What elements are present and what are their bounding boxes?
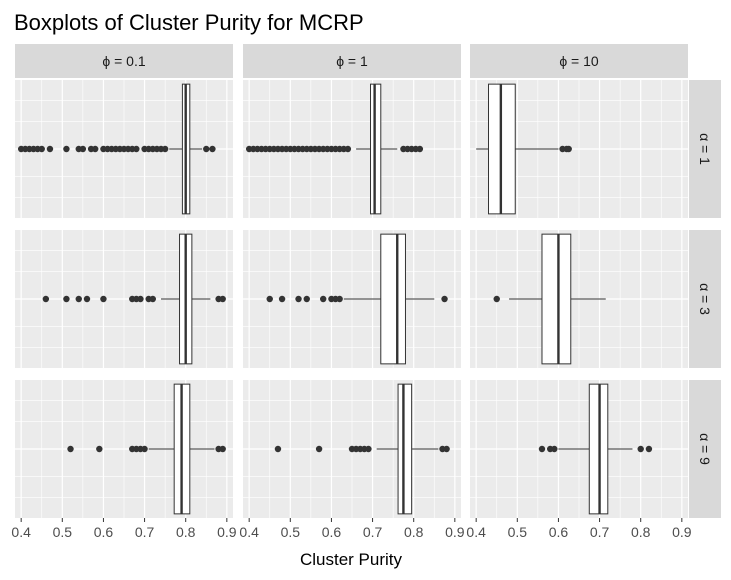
outlier-point — [137, 295, 144, 303]
column-strip-label: ϕ = 10 — [559, 53, 599, 69]
column-strip-bg — [243, 44, 461, 78]
x-tick-label: 0.6 — [549, 524, 569, 540]
column-strip-label: ϕ = 0.1 — [102, 53, 145, 69]
outlier-point — [416, 145, 424, 153]
outlier-point — [344, 145, 352, 153]
row-strip-bg — [689, 230, 721, 368]
row-strip-bg — [689, 380, 721, 518]
outlier-point — [42, 295, 50, 303]
x-tick-label: 0.9 — [445, 524, 465, 540]
box — [541, 233, 572, 365]
outlier-point — [133, 145, 140, 153]
outlier-point — [336, 295, 343, 303]
x-tick-label: 0.7 — [590, 524, 610, 540]
outlier-point — [266, 295, 273, 303]
outlier-point — [365, 445, 372, 453]
outlier-point — [637, 445, 644, 453]
outlier-point — [46, 145, 54, 153]
outlier-point — [96, 445, 103, 453]
outlier-point — [565, 145, 572, 153]
boxplot — [42, 233, 226, 365]
outlier-point — [295, 295, 302, 303]
outlier-point — [303, 295, 310, 303]
outlier-point — [219, 445, 226, 453]
outlier-point — [274, 445, 282, 453]
column-strips: ϕ = 0.1 ϕ = 1 ϕ = 10 — [15, 44, 688, 78]
x-tick-label: 0.9 — [672, 524, 692, 540]
outlier-point — [92, 145, 99, 153]
x-tick-label: 0.5 — [281, 524, 301, 540]
boxplot — [476, 83, 572, 215]
boxplot — [538, 383, 653, 515]
outlier-point — [203, 145, 210, 153]
boxplot — [67, 383, 226, 515]
row-strips: α = 1 α = 3 α = 9 — [689, 80, 721, 518]
boxplot — [17, 83, 216, 215]
outlier-point — [441, 295, 448, 303]
x-tick-label: 0.6 — [322, 524, 342, 540]
row-strip-label: α = 3 — [697, 283, 713, 315]
boxplot — [245, 83, 424, 215]
x-tick-label: 0.4 — [11, 524, 31, 540]
outlier-point — [443, 445, 450, 453]
column-strip-bg — [470, 44, 688, 78]
x-axis-label: Cluster Purity — [300, 550, 403, 569]
box — [397, 383, 413, 515]
boxplot — [493, 233, 606, 365]
x-axes: 0.4 0.5 0.6 0.7 0.8 0.9 0.4 0.5 0.6 0.7 0.8 0.9 0.4 0… — [11, 518, 692, 540]
x-tick-label: 0.5 — [53, 524, 73, 540]
x-tick-label: 0.7 — [363, 524, 383, 540]
outlier-point — [219, 295, 226, 303]
outlier-point — [141, 445, 148, 453]
outlier-point — [278, 295, 286, 303]
row-strip-label: α = 9 — [697, 433, 713, 465]
x-tick-label: 0.8 — [404, 524, 424, 540]
outlier-point — [209, 145, 216, 153]
outlier-point — [493, 295, 500, 303]
box — [380, 233, 406, 365]
outlier-point — [100, 295, 107, 303]
outlier-point — [67, 445, 74, 453]
outlier-point — [79, 145, 87, 153]
facet-panels — [15, 80, 688, 518]
x-tick-label: 0.8 — [631, 524, 651, 540]
boxplot — [266, 233, 448, 365]
x-tick-label: 0.8 — [176, 524, 196, 540]
outlier-point — [320, 295, 327, 303]
row-strip-bg — [689, 80, 721, 218]
outlier-point — [645, 445, 653, 453]
x-tick-label: 0.7 — [135, 524, 155, 540]
chart-title: Boxplots of Cluster Purity for MCRP — [14, 10, 364, 35]
x-tick-label: 0.4 — [466, 524, 486, 540]
boxplot — [274, 383, 450, 515]
column-strip-bg — [15, 44, 233, 78]
column-strip-label: ϕ = 1 — [336, 53, 368, 69]
row-strip-label: α = 1 — [697, 133, 713, 165]
outlier-point — [538, 445, 546, 453]
x-tick-label: 0.9 — [217, 524, 237, 540]
outlier-point — [38, 145, 45, 153]
outlier-point — [161, 145, 169, 153]
outlier-point — [315, 445, 323, 453]
outlier-point — [551, 445, 558, 453]
outlier-point — [83, 295, 91, 303]
x-tick-label: 0.4 — [239, 524, 259, 540]
outlier-point — [63, 295, 70, 303]
outlier-point — [63, 145, 70, 153]
x-tick-label: 0.6 — [94, 524, 114, 540]
x-tick-label: 0.5 — [508, 524, 528, 540]
outlier-point — [75, 295, 82, 303]
outlier-point — [149, 295, 156, 303]
